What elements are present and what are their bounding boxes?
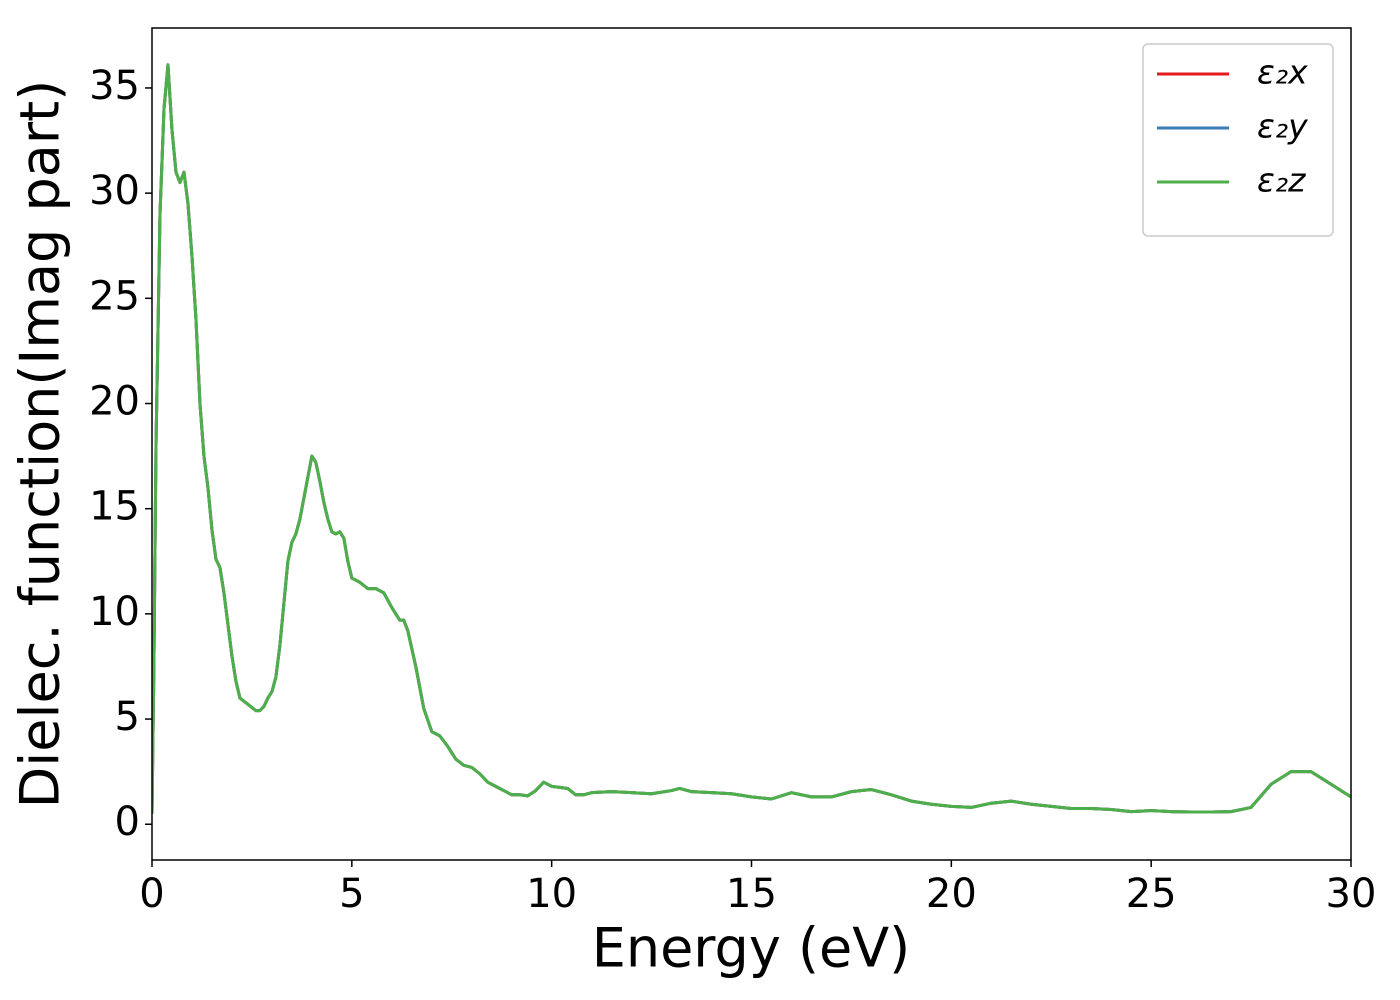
x-tick-label: 30 bbox=[1326, 871, 1377, 917]
x-tick-label: 0 bbox=[139, 871, 164, 917]
series-line bbox=[152, 63, 1351, 814]
y-tick-label: 0 bbox=[115, 799, 140, 845]
y-axis-label: Dielec. function(Imag part) bbox=[9, 80, 72, 809]
y-tick-label: 35 bbox=[89, 63, 140, 109]
x-tick-label: 10 bbox=[526, 871, 577, 917]
y-tick-label: 5 bbox=[115, 694, 140, 740]
plot-frame bbox=[151, 27, 1352, 861]
y-tick-label: 25 bbox=[89, 273, 140, 319]
x-tick-label: 5 bbox=[339, 871, 364, 917]
y-tick-label: 30 bbox=[89, 168, 140, 214]
legend-label: ε₂z bbox=[1257, 161, 1306, 200]
y-tick-label: 20 bbox=[89, 379, 140, 425]
x-tick-label: 20 bbox=[926, 871, 977, 917]
legend-label: ε₂y bbox=[1257, 107, 1308, 146]
x-tick-label: 15 bbox=[726, 871, 777, 917]
x-axis-label: Energy (eV) bbox=[592, 917, 911, 980]
legend-box bbox=[1142, 43, 1334, 237]
y-tick-label: 10 bbox=[89, 589, 140, 635]
y-tick-label: 15 bbox=[89, 484, 140, 530]
x-tick-label: 25 bbox=[1126, 871, 1177, 917]
legend-label: ε₂x bbox=[1257, 53, 1308, 92]
